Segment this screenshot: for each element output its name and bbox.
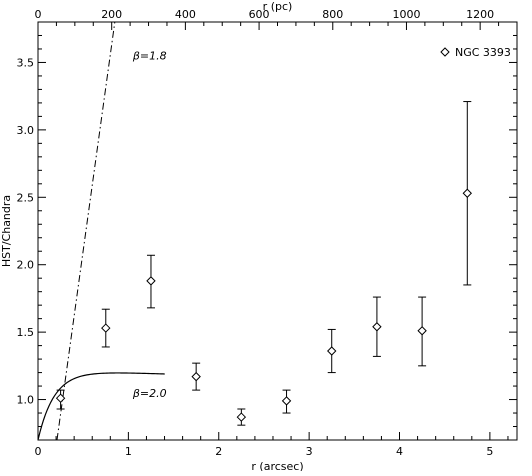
data-point (101, 323, 111, 333)
top-tick-label: 1000 (392, 8, 420, 21)
legend-label: NGC 3393 (455, 46, 511, 59)
plot-frame (37, 21, 518, 441)
y-tick-label: 3.5 (17, 56, 35, 69)
data-point (327, 346, 337, 356)
x-tick-label: 5 (486, 445, 493, 458)
data-point (417, 326, 427, 336)
x-tick-label: 3 (306, 445, 313, 458)
y-tick-label: 1.5 (17, 326, 35, 339)
y-tick-label: 3.0 (17, 124, 35, 137)
data-point (146, 276, 156, 286)
top-tick-label: 0 (35, 8, 42, 21)
top-tick-label: 800 (322, 8, 343, 21)
data-point (372, 322, 382, 332)
y-tick-label: 1.0 (17, 394, 35, 407)
legend-marker (440, 47, 450, 57)
beta-1.8-curve (56, 21, 116, 441)
top-tick-label: 1200 (466, 8, 494, 21)
y-axis-title: HST/Chandra (0, 195, 13, 267)
x-axis-title: r (arcsec) (251, 460, 303, 471)
top-tick-label: 200 (101, 8, 122, 21)
model-annotation: β=2.0 (132, 387, 167, 400)
beta-2.0-curve (37, 372, 165, 440)
x-tick-label: 1 (125, 445, 132, 458)
x-tick-label: 4 (396, 445, 403, 458)
data-point (191, 371, 201, 382)
model-annotation: β=1.8 (132, 50, 167, 63)
data-point (236, 412, 247, 422)
x-tick-label: 2 (215, 445, 222, 458)
y-tick-label: 2.0 (17, 259, 35, 272)
data-point (281, 396, 292, 406)
data-point (462, 188, 472, 198)
data-point (55, 393, 66, 403)
top-tick-label: 600 (249, 8, 270, 21)
y-tick-label: 2.5 (17, 191, 35, 204)
x-tick-label: 0 (35, 445, 42, 458)
top-tick-label: 400 (175, 8, 196, 21)
top-axis-title: r (pc) (263, 0, 293, 13)
